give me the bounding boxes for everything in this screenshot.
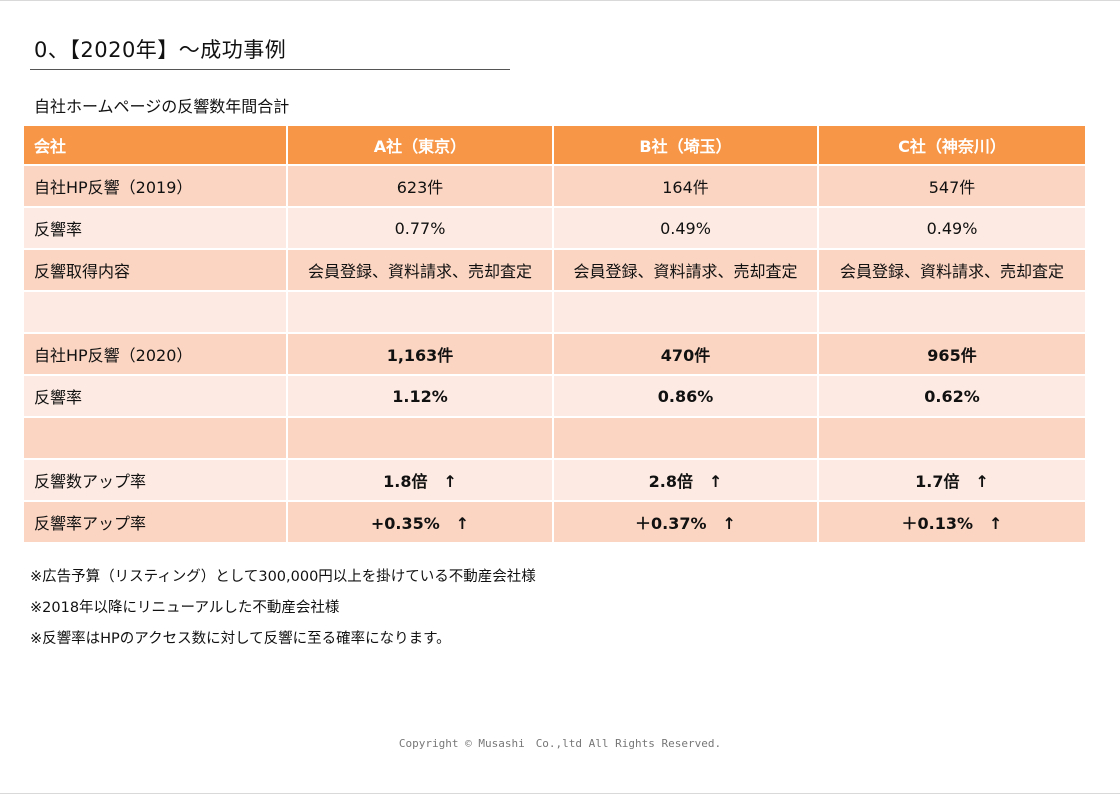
header-company: 会社 (24, 126, 288, 166)
row-label: 反響率 (24, 208, 288, 250)
spacer-row (24, 292, 1085, 334)
results-table: 会社 A社（東京） B社（埼玉） C社（神奈川） 自社HP反響（2019） 62… (24, 126, 1085, 544)
cell-c (819, 292, 1085, 334)
cell-c (819, 418, 1085, 460)
cell-a (288, 292, 554, 334)
row-label: 反響取得内容 (24, 250, 288, 292)
spacer-row (24, 418, 1085, 460)
cell-b: 470件 (554, 334, 819, 376)
cell-c: 会員登録、資料請求、売却査定 (819, 250, 1085, 292)
cell-c: 1.7倍 ↑ (819, 460, 1085, 502)
footnote: ※反響率はHPのアクセス数に対して反響に至る確率になります。 (30, 631, 451, 647)
header-company-b: B社（埼玉） (554, 126, 819, 166)
cell-a: +0.35% ↑ (288, 502, 554, 544)
cell-c: 965件 (819, 334, 1085, 376)
header-company-a: A社（東京） (288, 126, 554, 166)
cell-a: 0.77% (288, 208, 554, 250)
table-row: 反響率 0.77% 0.49% 0.49% (24, 208, 1085, 250)
footnotes: ※広告予算（リスティング）として300,000円以上を掛けている不動産会社様 ※… (30, 562, 536, 655)
table-caption: 自社ホームページの反響数年間合計 (34, 97, 290, 116)
cell-a (288, 418, 554, 460)
cell-a: 1,163件 (288, 334, 554, 376)
cell-b: 0.49% (554, 208, 819, 250)
row-label: 自社HP反響（2020） (24, 334, 288, 376)
cell-a: 1.8倍 ↑ (288, 460, 554, 502)
copyright-text: Copyright © Musashi Co.,ltd All Rights R… (398, 737, 722, 750)
cell-a: 623件 (288, 166, 554, 208)
title-underline (30, 69, 510, 70)
row-label (24, 292, 288, 334)
cell-c: ＋0.13% ↑ (819, 502, 1085, 544)
table-row: 反響数アップ率 1.8倍 ↑ 2.8倍 ↑ 1.7倍 ↑ (24, 460, 1085, 502)
cell-a: 会員登録、資料請求、売却査定 (288, 250, 554, 292)
cell-b: 0.86% (554, 376, 819, 418)
cell-c: 0.49% (819, 208, 1085, 250)
footnote: ※広告予算（リスティング）として300,000円以上を掛けている不動産会社様 (30, 569, 536, 585)
table-row: 自社HP反響（2019） 623件 164件 547件 (24, 166, 1085, 208)
bottom-border (0, 793, 1120, 794)
slide-title: 0、【2020年】～成功事例 (34, 38, 287, 62)
footnote: ※2018年以降にリニューアルした不動産会社様 (30, 600, 340, 616)
top-border (0, 0, 1120, 1)
table-header-row: 会社 A社（東京） B社（埼玉） C社（神奈川） (24, 126, 1085, 166)
header-company-c: C社（神奈川） (819, 126, 1085, 166)
table-row: 反響取得内容 会員登録、資料請求、売却査定 会員登録、資料請求、売却査定 会員登… (24, 250, 1085, 292)
cell-b: 2.8倍 ↑ (554, 460, 819, 502)
cell-b: ＋0.37% ↑ (554, 502, 819, 544)
cell-b (554, 418, 819, 460)
cell-b: 164件 (554, 166, 819, 208)
table-row: 反響率 1.12% 0.86% 0.62% (24, 376, 1085, 418)
table-row: 反響率アップ率 +0.35% ↑ ＋0.37% ↑ ＋0.13% ↑ (24, 502, 1085, 544)
row-label: 反響数アップ率 (24, 460, 288, 502)
cell-b (554, 292, 819, 334)
cell-a: 1.12% (288, 376, 554, 418)
cell-c: 0.62% (819, 376, 1085, 418)
cell-b: 会員登録、資料請求、売却査定 (554, 250, 819, 292)
row-label (24, 418, 288, 460)
row-label: 自社HP反響（2019） (24, 166, 288, 208)
row-label: 反響率アップ率 (24, 502, 288, 544)
table-row: 自社HP反響（2020） 1,163件 470件 965件 (24, 334, 1085, 376)
cell-c: 547件 (819, 166, 1085, 208)
row-label: 反響率 (24, 376, 288, 418)
